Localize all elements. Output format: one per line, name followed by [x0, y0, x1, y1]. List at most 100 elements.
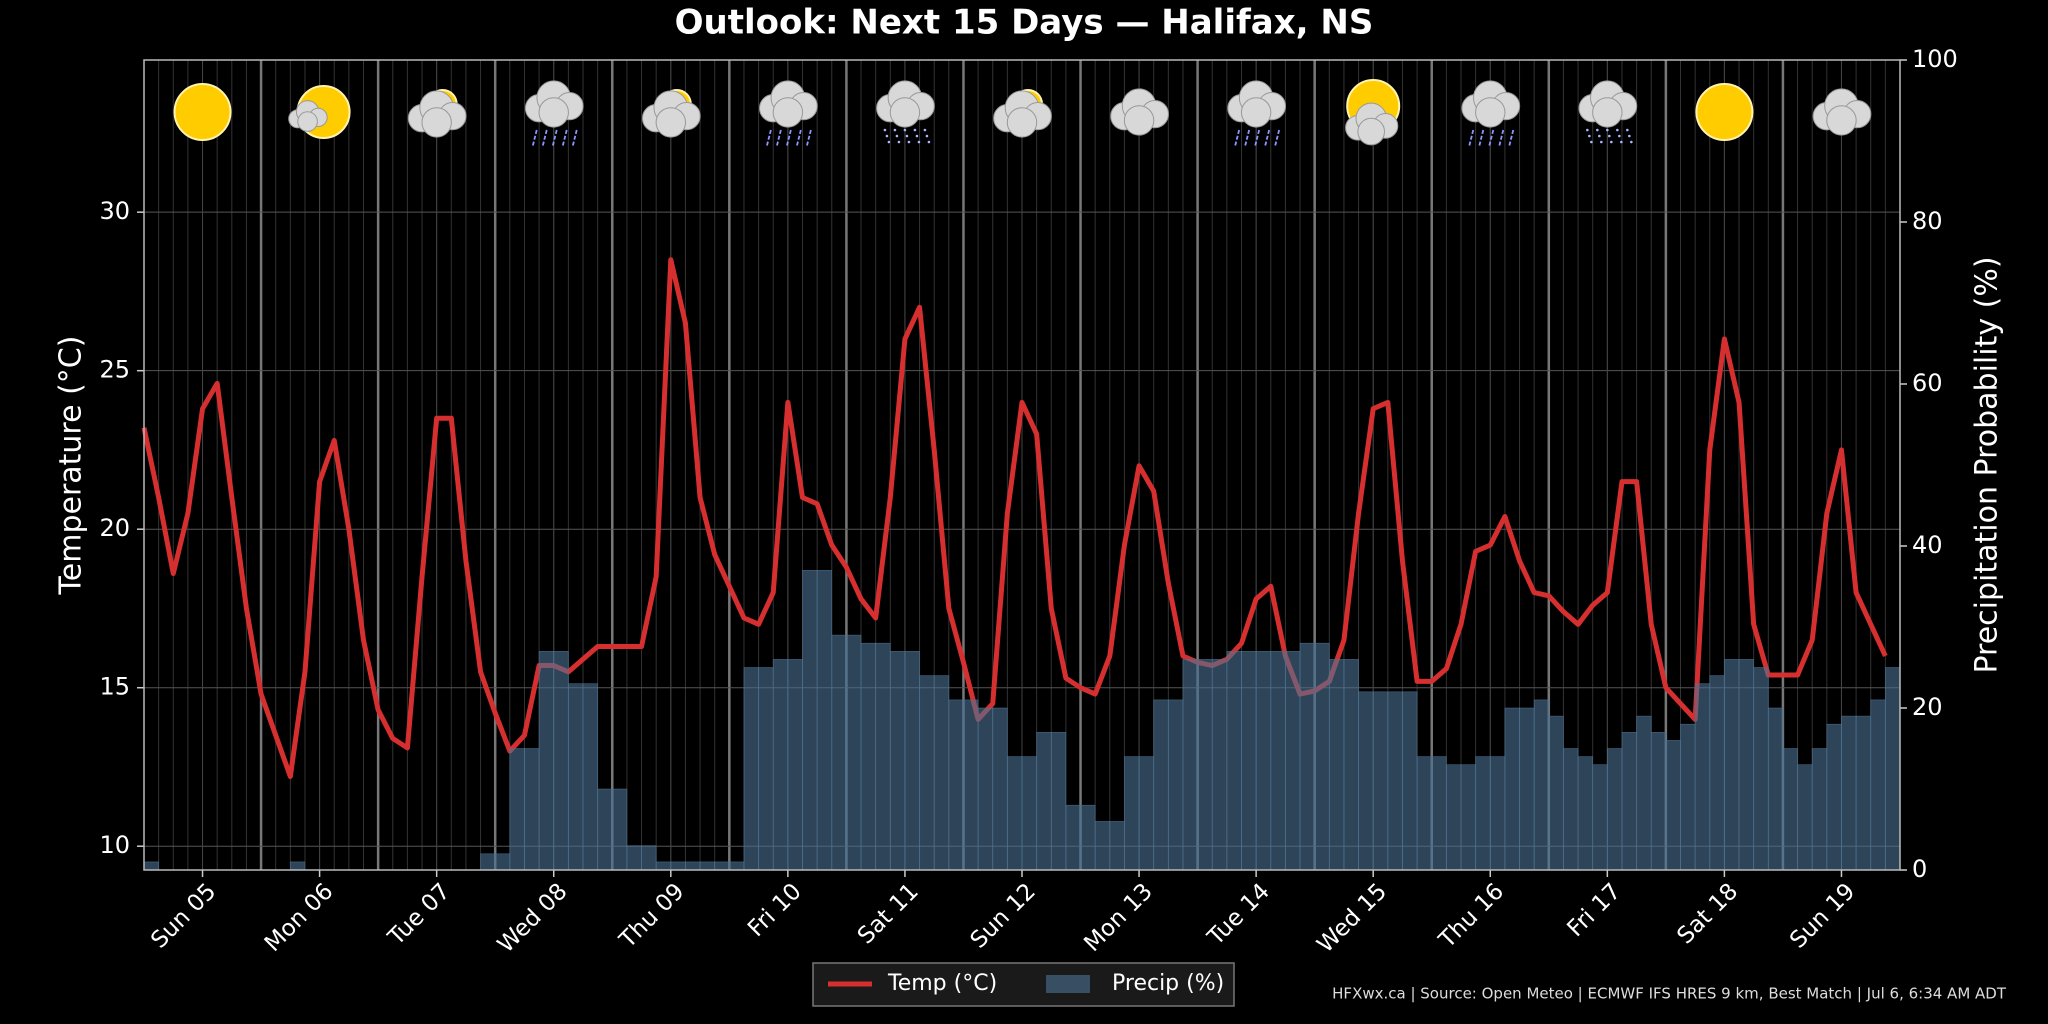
plot-marks: [141, 257, 1901, 871]
precip-bar: [743, 667, 759, 871]
icon-drop: [895, 134, 899, 138]
precip-bar: [1343, 659, 1359, 871]
icon-cloud-part: [1826, 105, 1857, 136]
precip-bar: [1475, 756, 1491, 871]
precip-bar: [802, 569, 818, 871]
icon-sun: [1695, 83, 1754, 141]
precip-bar: [1226, 650, 1242, 871]
icon-drop: [905, 134, 909, 138]
icon-rain: [1234, 129, 1241, 147]
precip-bar: [1519, 707, 1535, 871]
legend-label: Precip (%): [1112, 971, 1224, 996]
precip-bar: [729, 861, 745, 871]
y-tick-label: 25: [99, 356, 130, 384]
precip-bar: [875, 642, 891, 871]
precip-bar: [1782, 748, 1798, 871]
precip-bar: [582, 683, 598, 871]
icon-drop: [883, 128, 887, 132]
precip-bar: [1533, 699, 1550, 871]
y-tick-label: 20: [99, 514, 130, 542]
icon-drop: [1586, 128, 1589, 132]
icon-rain: [805, 129, 812, 147]
precip-bar: [641, 845, 657, 871]
precip-bar: [1358, 691, 1374, 871]
icon-cloud: [524, 80, 584, 128]
precip-bar: [1138, 756, 1154, 871]
y-axis-label: Temperature (°C): [54, 336, 89, 596]
y2-tick-label: 60: [1912, 369, 1943, 397]
precip-bar: [1050, 731, 1067, 871]
precip-bar: [1416, 756, 1433, 871]
icon-drop: [1598, 134, 1601, 138]
legend: Temp (°C) Precip (%): [812, 962, 1235, 1007]
icon-cloud-part: [1357, 117, 1385, 146]
precip-bar: [904, 650, 920, 871]
precip-bar: [626, 845, 642, 871]
icon-cloud: [759, 80, 818, 128]
precip-bar: [611, 788, 628, 871]
precip-bar: [494, 853, 511, 871]
icon-drop: [1596, 128, 1599, 132]
icon-drop: [897, 140, 901, 144]
icon-rain: [551, 129, 558, 147]
icon-drop: [923, 128, 927, 132]
icon-rain: [1244, 129, 1251, 147]
precip-bar: [1109, 821, 1125, 871]
precip-bar: [1753, 667, 1769, 871]
precip-bar: [1548, 715, 1564, 871]
icon-cloud-part: [421, 107, 452, 138]
precip-bar: [655, 861, 672, 871]
icon-cloud: [1110, 88, 1169, 136]
precip-bar: [1841, 715, 1857, 871]
precip-bar: [1650, 731, 1667, 871]
icon-drop: [885, 134, 889, 138]
precip-bar: [948, 699, 964, 871]
precip-bar: [553, 650, 569, 871]
icon-drop: [925, 134, 929, 138]
y2-axis-label: Precipitation Probability (%): [1970, 256, 2005, 673]
legend-box: [812, 962, 1235, 1007]
precip-bar: [1489, 756, 1506, 871]
precip-bar: [846, 634, 862, 871]
icon-drop: [903, 128, 907, 132]
icon-rain: [785, 129, 792, 147]
precip-bar: [1811, 748, 1828, 871]
precip-bar: [772, 659, 789, 871]
icon-rain: [1508, 129, 1515, 147]
precip-bar: [1182, 659, 1198, 871]
temp-line: [141, 257, 1888, 779]
precip-bar: [977, 707, 994, 871]
precip-bar: [670, 861, 686, 871]
precip-bar: [538, 650, 555, 871]
precip-bar: [1299, 642, 1315, 871]
precip-bar: [860, 642, 876, 871]
precip-bar: [1665, 740, 1681, 871]
icon-drop: [917, 140, 921, 144]
precip-bar: [597, 788, 613, 871]
icon-drop: [1588, 134, 1591, 138]
y2-tick-label: 0: [1912, 855, 1927, 883]
icon-rain: [1254, 129, 1261, 147]
precip-bar: [1036, 731, 1052, 871]
precip-bar: [1329, 659, 1345, 871]
precip-bar: [1007, 756, 1023, 871]
precip-bar: [992, 707, 1008, 871]
icon-drop: [913, 128, 917, 132]
precip-bar: [1607, 748, 1623, 871]
icon-drop: [1626, 128, 1629, 132]
icon-rain: [561, 129, 568, 147]
icon-cloud: [993, 90, 1052, 138]
precip-bar: [1387, 691, 1403, 871]
precip-bar: [143, 861, 159, 871]
icon-drop: [915, 134, 919, 138]
y-tick-label: 10: [99, 831, 130, 859]
icon-cloud-part: [538, 97, 569, 128]
icon-rain: [571, 129, 578, 147]
precip-bar: [889, 650, 906, 871]
icon-drop: [1606, 128, 1609, 132]
precip-bar: [1372, 691, 1389, 871]
icon-cloud-part: [1475, 97, 1506, 128]
plot-frame: [143, 59, 1901, 871]
precip-bar: [1402, 691, 1418, 871]
precip-bar: [568, 683, 584, 871]
